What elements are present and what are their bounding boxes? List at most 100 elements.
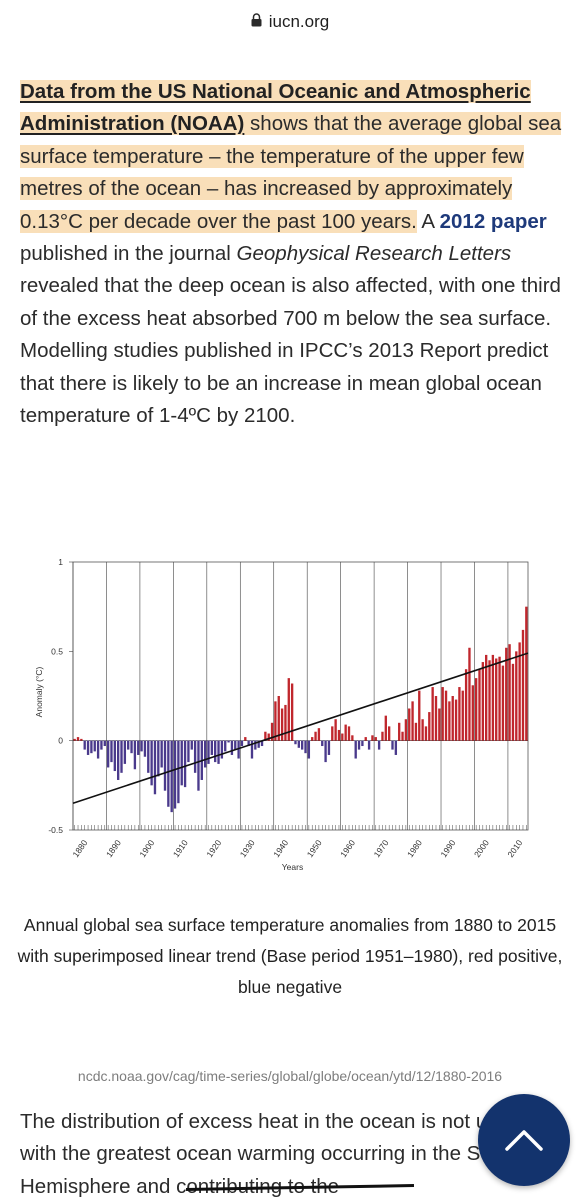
bar-1998 (468, 647, 471, 741)
bar-1924 (220, 740, 224, 759)
bar-1926 (227, 740, 230, 743)
source-link[interactable]: ncdc.noaa.gov/cag/time-series/global/glo… (77, 1068, 503, 1084)
bar-1958 (334, 719, 337, 741)
bar-1987 (431, 687, 434, 741)
x-tick-label: 1900 (137, 838, 156, 859)
bar-1951 (311, 737, 314, 741)
bar-1939 (270, 722, 274, 741)
bar-1903 (150, 740, 153, 786)
bar-1895 (123, 740, 127, 764)
x-tick-label: 1880 (70, 838, 89, 859)
bar-1935 (257, 740, 260, 748)
x-tick-label: 1960 (338, 838, 357, 859)
paper-link[interactable]: 2012 paper (439, 209, 547, 233)
bar-1986 (428, 712, 431, 741)
scroll-to-top-button[interactable] (478, 1094, 570, 1186)
bar-1914 (187, 740, 190, 763)
bar-2000 (474, 678, 478, 741)
domain-text: iucn.org (268, 12, 330, 31)
bar-1967 (364, 737, 367, 741)
x-tick-label: 2000 (472, 838, 491, 859)
bar-1906 (160, 740, 163, 768)
chevron-up-icon (505, 1130, 543, 1151)
bar-1915 (190, 740, 193, 750)
chart-svg: 1 0.5 0 -0.5 1880 1890 1900 1910 1920 1930 1940 195… (34, 557, 529, 872)
bar-1991 (444, 690, 448, 741)
bar-1988 (434, 696, 438, 741)
bar-1927 (230, 740, 234, 755)
y-tick-label: 0.5 (51, 646, 63, 656)
trend-line (72, 652, 529, 804)
bar-1974 (387, 726, 391, 741)
bar-1909 (170, 740, 173, 813)
bar-2005 (491, 654, 495, 741)
bar-1937 (264, 731, 267, 741)
bar-1916 (193, 740, 197, 773)
bar-1897 (130, 740, 133, 754)
bar-1975 (391, 740, 394, 750)
bar-1911 (177, 740, 180, 804)
bar-1894 (120, 740, 123, 773)
bar-1973 (384, 715, 387, 741)
lock-icon (251, 12, 262, 32)
bar-1942 (280, 708, 284, 741)
bar-2007 (498, 656, 501, 741)
bar-1931 (244, 737, 247, 741)
bar-1943 (284, 704, 287, 741)
bar-1948 (301, 740, 304, 750)
bar-1999 (471, 685, 474, 741)
bar-1940 (274, 701, 277, 741)
bar-1954 (321, 740, 324, 747)
bar-1912 (180, 740, 183, 786)
bar-1956 (327, 740, 331, 755)
bar-1978 (401, 731, 404, 741)
bar-1971 (377, 740, 381, 750)
bar-1944 (287, 678, 290, 741)
bar-1934 (254, 740, 257, 750)
bar-1989 (438, 708, 441, 741)
bar-1977 (398, 722, 401, 741)
bar-1961 (344, 724, 347, 741)
bar-1959 (337, 729, 341, 741)
bar-1923 (217, 740, 220, 764)
bar-1881 (76, 737, 80, 741)
bar-1896 (127, 740, 130, 750)
bar-1964 (354, 740, 357, 759)
bar-1972 (381, 731, 384, 741)
bar-1984 (421, 719, 424, 741)
bar-1901 (143, 740, 147, 757)
article-body: Data from the US National Oceanic and At… (20, 76, 565, 432)
x-tick-label: 1920 (204, 838, 223, 859)
bar-1995 (458, 687, 461, 741)
bar-1946 (294, 740, 297, 745)
article-paragraph: Data from the US National Oceanic and At… (20, 76, 565, 432)
y-tick-label: -0.5 (48, 825, 63, 835)
bar-1941 (277, 696, 280, 741)
bar-1968 (367, 740, 371, 750)
bar-2012 (515, 651, 518, 741)
bar-1957 (331, 726, 334, 741)
bar-1949 (304, 740, 307, 754)
bar-2001 (478, 669, 481, 741)
bar-1898 (133, 740, 137, 770)
figure-caption: Annual global sea surface temperature an… (17, 915, 563, 997)
address-bar[interactable]: iucn.org (0, 0, 580, 44)
bar-1953 (317, 728, 321, 741)
bar-1980 (408, 708, 411, 741)
bar-1902 (147, 740, 150, 773)
bar-2003 (485, 654, 488, 741)
bar-1900 (140, 740, 143, 752)
article-text-c: revealed that the deep ocean is also aff… (20, 274, 561, 428)
bar-1922 (214, 740, 217, 763)
noaa-link[interactable]: Data from the US National Oceanic and At… (20, 80, 531, 136)
x-tick-label: 1940 (271, 838, 290, 859)
bar-1960 (341, 733, 344, 741)
bar-1938 (267, 733, 270, 741)
x-tick-label: 1980 (405, 838, 424, 859)
bar-1979 (404, 719, 408, 741)
bar-1904 (153, 740, 157, 795)
bar-1945 (290, 683, 294, 741)
y-tick-label: 0 (58, 736, 63, 746)
bar-1899 (137, 740, 140, 755)
bar-1955 (324, 740, 327, 763)
